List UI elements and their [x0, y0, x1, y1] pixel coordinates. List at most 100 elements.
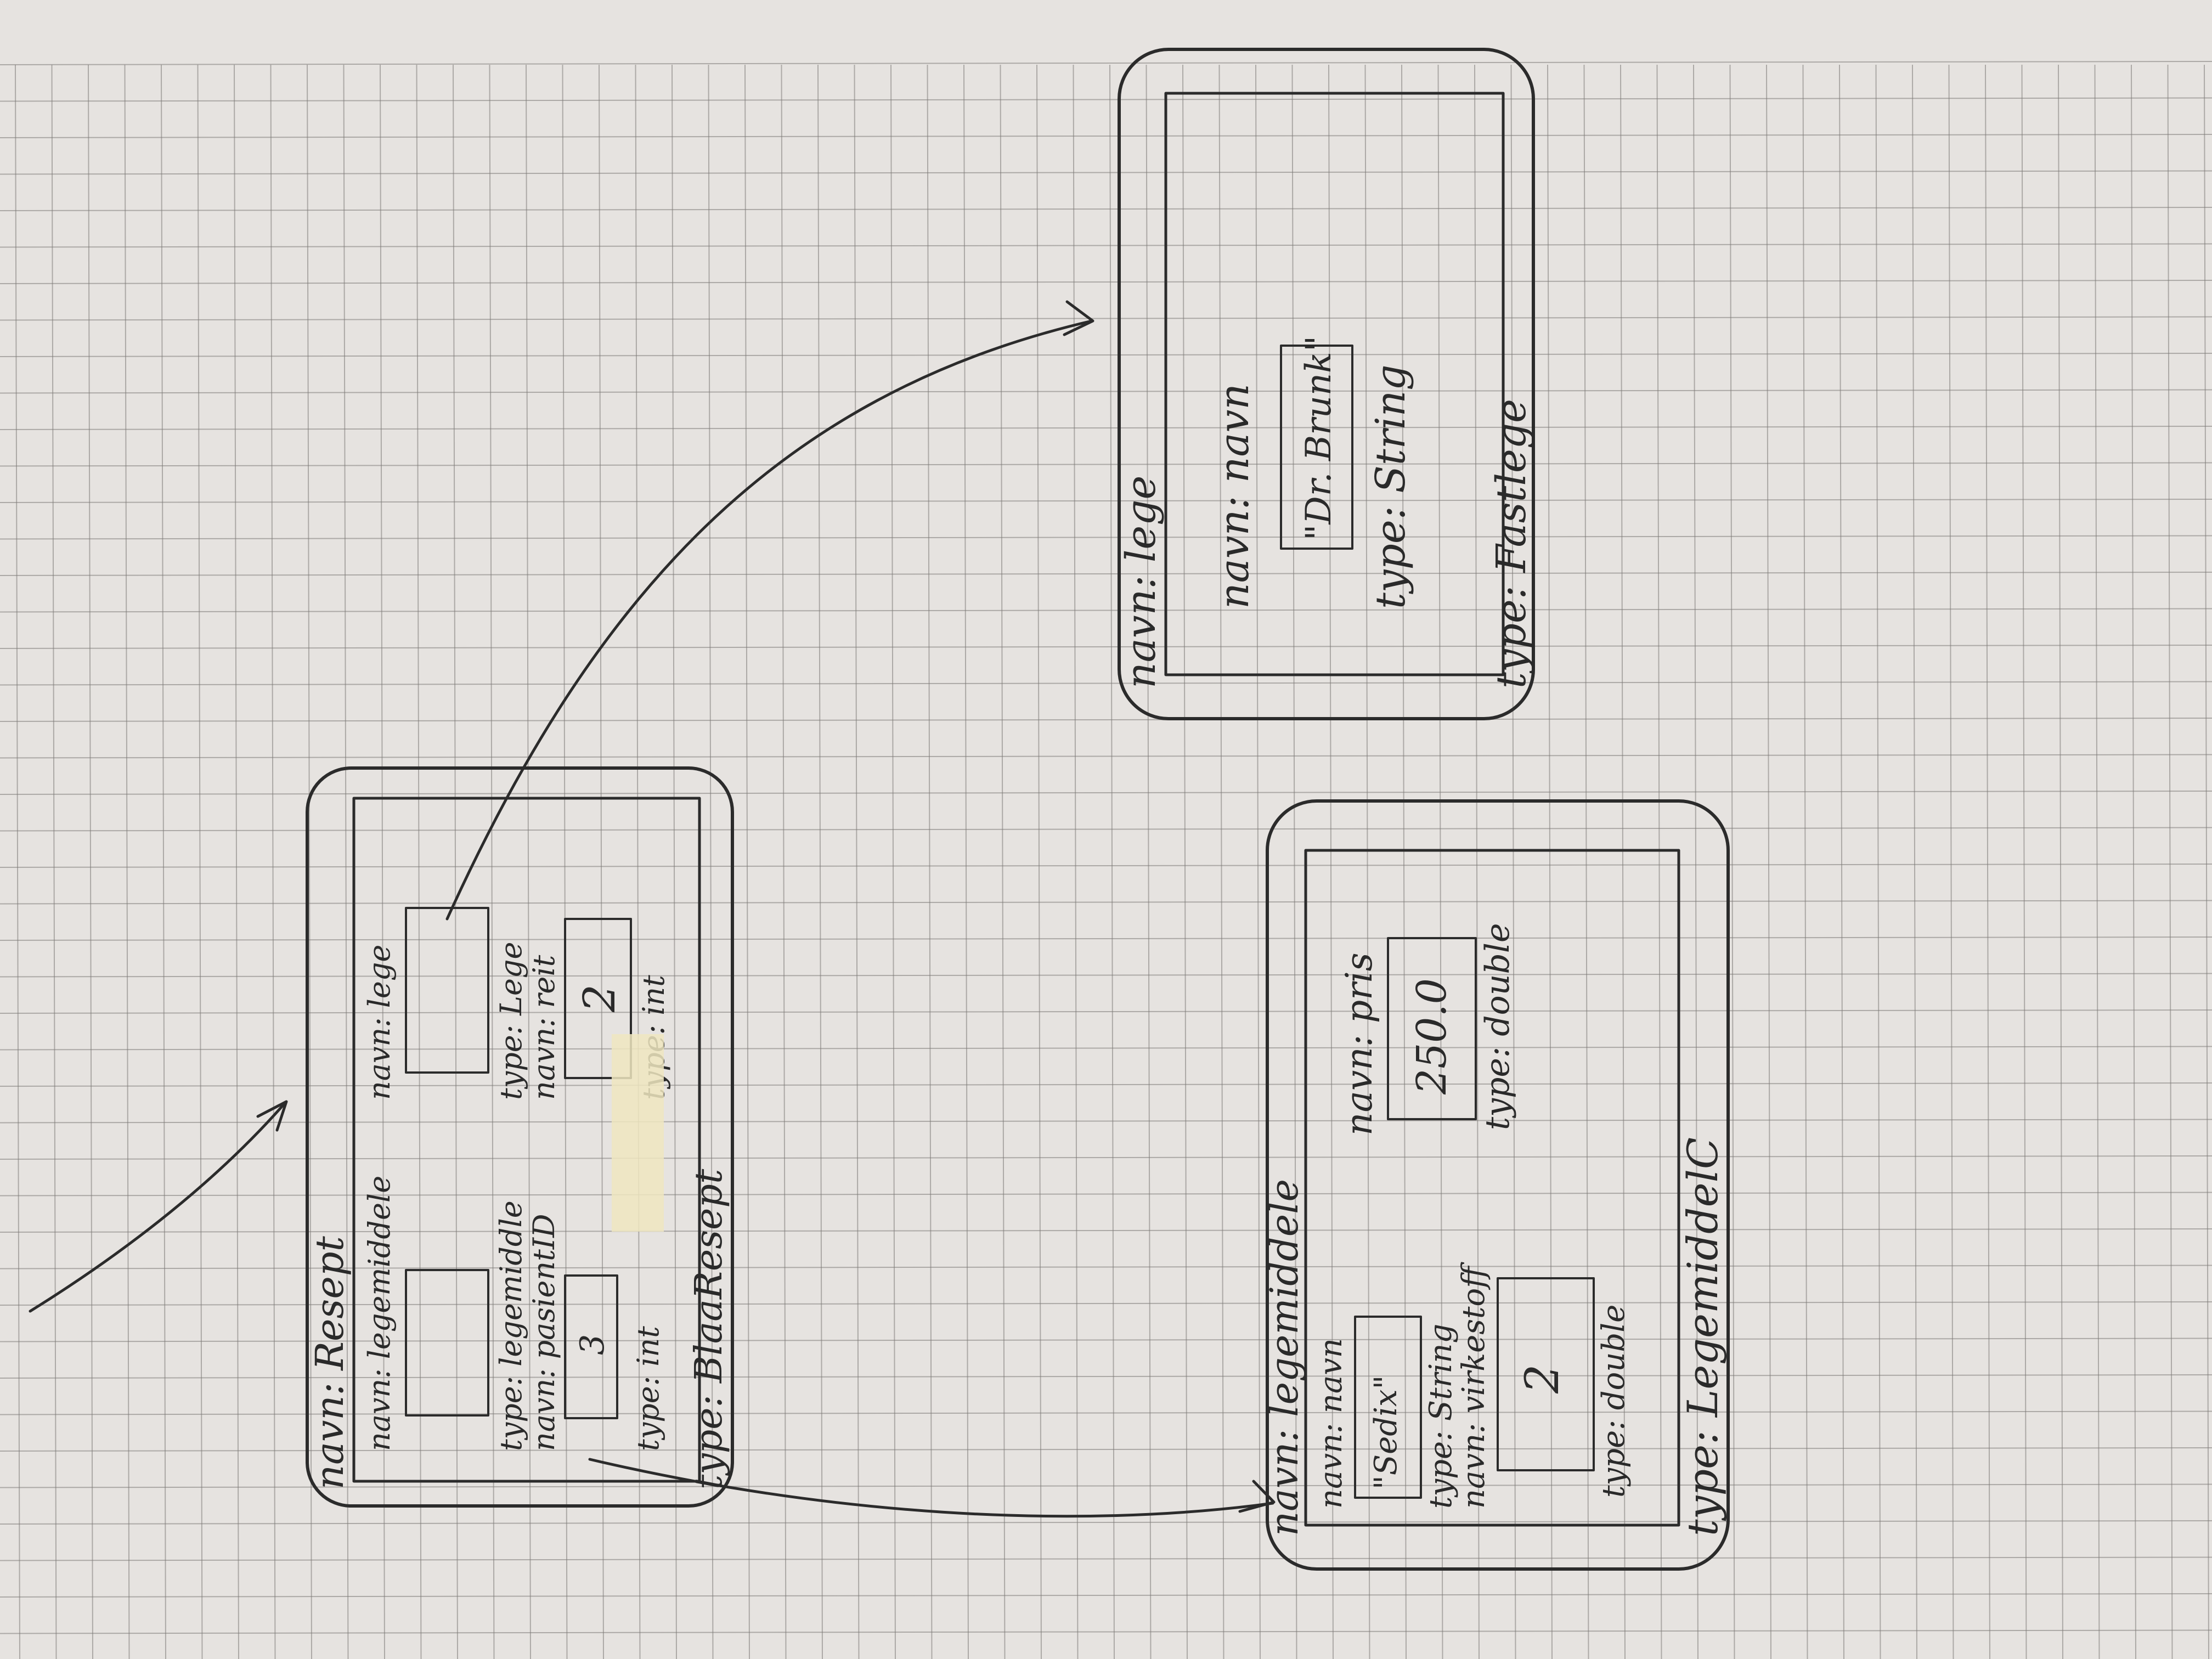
- resept-field-legemiddel-navn: navn: legemiddele: [362, 1176, 397, 1451]
- grid-line-horizontal: [0, 389, 2212, 394]
- grid-line-vertical: [2204, 64, 2209, 1659]
- resept-object: navn: Resept navn: legemiddele type: leg…: [306, 766, 734, 1508]
- lege-outer-box: [1118, 48, 1535, 720]
- grid-line-horizontal: [0, 572, 2212, 576]
- grid-line-vertical: [124, 64, 130, 1659]
- grid-line-horizontal: [0, 499, 2212, 503]
- grid-line-horizontal: [0, 754, 2212, 759]
- entry-arrow: [29, 1101, 287, 1313]
- grid-line-horizontal: [0, 1046, 2212, 1051]
- lege-type-label: type: Fastlege: [1488, 399, 1535, 689]
- grid-line-vertical: [1291, 64, 1297, 1659]
- resept-field-legemiddel-type: type: legemiddle: [494, 1200, 528, 1451]
- grid-line-vertical: [88, 64, 93, 1659]
- grid-line-vertical: [234, 64, 239, 1659]
- grid-line-vertical: [1875, 64, 1881, 1659]
- resept-field-lege-type: type: Lege: [494, 942, 528, 1100]
- grid-line-vertical: [453, 64, 458, 1659]
- lege-navn-label: navn: lege: [1118, 476, 1165, 689]
- grid-line-vertical: [1364, 64, 1370, 1659]
- resept-field-lege-navn: navn: lege: [362, 945, 397, 1100]
- legemiddel-outer-box: [1266, 799, 1730, 1571]
- lege-field-value: "Dr. Brunk": [1299, 336, 1339, 540]
- grid-line-vertical: [489, 64, 495, 1659]
- legemiddel-field-pris: navn: pris 250.0 type: double: [1338, 923, 1517, 1136]
- resept-field-pasientid: navn: pasientID 3 type: int: [527, 1214, 665, 1451]
- grid-line-vertical: [635, 64, 641, 1659]
- grid-line-horizontal: [0, 1410, 2212, 1415]
- grid-line-horizontal: [0, 1301, 2212, 1306]
- grid-line-horizontal: [0, 316, 2212, 321]
- grid-line-horizontal: [0, 608, 2212, 613]
- grid-line-horizontal: [0, 353, 2212, 357]
- legemiddel-field-pris-navn: navn: pris: [1338, 952, 1380, 1136]
- grid-line-vertical: [2167, 64, 2173, 1659]
- paper-grid: [0, 61, 2212, 1659]
- grid-line-horizontal: [0, 1520, 2212, 1525]
- grid-line-vertical: [1766, 64, 1771, 1659]
- grid-line-horizontal: [0, 1629, 2212, 1634]
- grid-line-horizontal: [0, 1265, 2212, 1269]
- grid-line-vertical: [890, 64, 896, 1659]
- legemiddel-object: navn: legemiddele navn: navn "Sedix" typ…: [1262, 799, 1730, 1571]
- grid-line-horizontal: [0, 97, 2212, 102]
- grid-line-horizontal: [0, 280, 2212, 284]
- grid-line-horizontal: [0, 134, 2212, 138]
- grid-line-vertical: [781, 64, 787, 1659]
- grid-line-horizontal: [0, 791, 2212, 795]
- grid-line-horizontal: [0, 61, 2212, 65]
- grid-line-vertical: [1729, 64, 1735, 1659]
- lege-field-value-box: [1280, 345, 1353, 550]
- grid-line-horizontal: [0, 900, 2212, 905]
- grid-line-vertical: [708, 64, 714, 1659]
- grid-line-horizontal: [0, 462, 2212, 467]
- grid-line-vertical: [15, 64, 20, 1659]
- resept-field-pasientid-value: 3: [573, 1334, 612, 1355]
- tape-strip: [612, 1034, 664, 1232]
- resept-field-pasientid-navn: navn: pasientID: [527, 1214, 561, 1451]
- grid-line-vertical: [1146, 64, 1152, 1659]
- grid-line-vertical: [963, 64, 969, 1659]
- grid-line-vertical: [1036, 64, 1042, 1659]
- grid-line-vertical: [1328, 64, 1334, 1659]
- resept-field-lege: navn: lege type: Lege: [362, 907, 528, 1100]
- legemiddel-field-navn-value: "Sedix": [1368, 1375, 1404, 1489]
- grid-line-vertical: [1912, 64, 1917, 1659]
- grid-line-horizontal: [0, 535, 2212, 540]
- legemiddel-navn-label: navn: legemiddele: [1262, 1179, 1307, 1536]
- legemiddel-field-navn-value-box: [1354, 1316, 1422, 1499]
- legemiddel-field-pris-value: 250.0: [1408, 978, 1455, 1095]
- grid-line-horizontal: [0, 1374, 2212, 1379]
- grid-line-vertical: [1693, 64, 1699, 1659]
- grid-line-vertical: [2021, 64, 2027, 1659]
- grid-line-horizontal: [0, 1082, 2212, 1087]
- grid-line-vertical: [270, 64, 276, 1659]
- grid-line-vertical: [1109, 64, 1115, 1659]
- grid-line-vertical: [1583, 64, 1589, 1659]
- grid-line-vertical: [161, 64, 166, 1659]
- legemiddel-field-pris-type: type: double: [1479, 923, 1517, 1131]
- resept-field-legemiddel-ref-box: [405, 1269, 489, 1417]
- grid-line-horizontal: [0, 645, 2212, 649]
- grid-line-vertical: [1401, 64, 1407, 1659]
- grid-line-vertical: [51, 64, 57, 1659]
- arrow-to-lege: [445, 319, 1093, 921]
- resept-field-reit-value: 2: [574, 984, 625, 1013]
- grid-line-vertical: [1510, 64, 1516, 1659]
- resept-field-lege-ref-box: [405, 907, 489, 1074]
- grid-line-horizontal: [0, 170, 2212, 175]
- grid-line-horizontal: [0, 1009, 2212, 1014]
- grid-line-vertical: [1620, 64, 1626, 1659]
- grid-line-vertical: [599, 64, 604, 1659]
- grid-line-horizontal: [0, 1228, 2212, 1233]
- legemiddel-field-virkestoff: navn: virkestoff 2 type: double: [1456, 1262, 1632, 1509]
- grid-line-vertical: [1802, 64, 1808, 1659]
- resept-navn-label: navn: Resept: [307, 1235, 352, 1489]
- lege-object: navn: lege navn: navn "Dr. Brunk" type: …: [1118, 48, 1535, 720]
- arrow-to-legemiddel-head: [1238, 1480, 1276, 1513]
- grid-line-horizontal: [0, 681, 2212, 686]
- arrow-to-lege-head: [1063, 300, 1094, 336]
- legemiddel-field-navn: navn: navn "Sedix" type: String: [1313, 1316, 1459, 1509]
